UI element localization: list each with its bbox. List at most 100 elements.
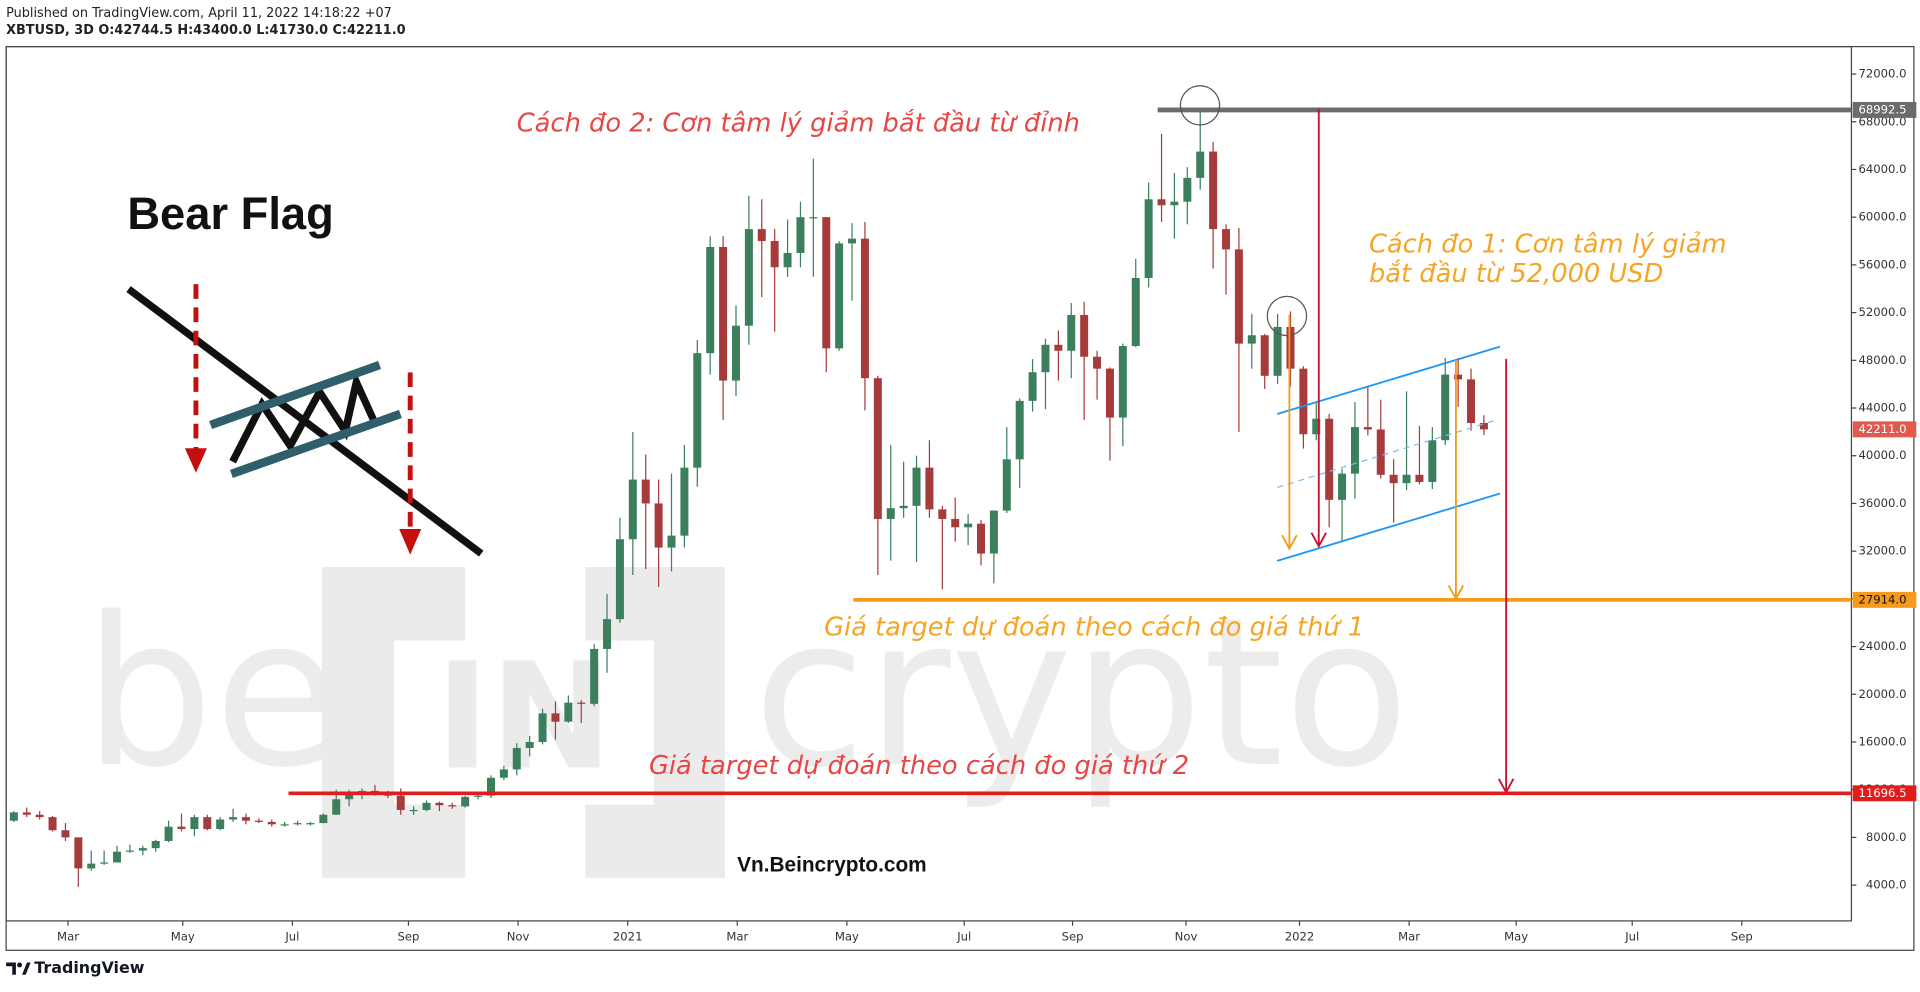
candle-body <box>860 238 869 379</box>
footer-logo: TradingView <box>6 958 145 977</box>
candle-body <box>1118 345 1127 418</box>
candle-body <box>422 802 431 810</box>
x-tick-label: May <box>1504 929 1528 943</box>
candle-body <box>938 509 947 519</box>
candle-body <box>435 802 444 806</box>
y-tick-label: 16000.0 <box>1858 734 1906 748</box>
y-tick-label: 20000.0 <box>1858 687 1906 701</box>
candle-body <box>1054 344 1063 351</box>
x-tick-label: May <box>171 929 195 943</box>
channel-line <box>1276 345 1501 415</box>
y-tick-label: 60000.0 <box>1858 210 1906 224</box>
candle-body <box>461 796 470 807</box>
candle-body <box>783 252 792 268</box>
watermark: be IN crypto <box>83 567 1410 879</box>
price-line-box <box>1852 785 1917 802</box>
arrow-head <box>184 448 207 473</box>
x-tick-label: 2021 <box>613 929 643 943</box>
candle-body <box>1209 151 1218 230</box>
price-line-label: 27914.0 <box>1858 592 1906 606</box>
candle-body <box>1389 474 1398 484</box>
candle-body <box>138 848 147 851</box>
candle-body <box>1363 427 1372 430</box>
candle-body <box>706 246 715 354</box>
candle-body <box>486 777 495 796</box>
candle-body <box>848 238 857 244</box>
x-tick-label: Sep <box>1731 929 1753 943</box>
candle-body <box>1028 372 1037 401</box>
arrow-head <box>399 529 422 555</box>
y-tick-label: 40000.0 <box>1858 448 1906 462</box>
candle-body <box>693 353 702 468</box>
candle-body <box>757 229 766 242</box>
candle-body <box>1312 418 1321 435</box>
candle-body <box>1273 326 1282 376</box>
candle-body <box>448 805 457 807</box>
x-tick-label: May <box>835 929 859 943</box>
candle-body <box>48 817 57 831</box>
price-line-label: 68992.5 <box>1858 102 1906 116</box>
x-tick-label: Jul <box>284 929 299 943</box>
candle-body <box>1454 374 1463 380</box>
candle-body <box>1247 335 1256 344</box>
candle-body <box>1338 473 1347 500</box>
candle-body <box>499 769 508 778</box>
candle-body <box>74 837 83 869</box>
candle-body <box>61 830 70 838</box>
candle-body <box>1286 326 1295 369</box>
outer-frame <box>5 46 1915 951</box>
candle-body <box>822 217 831 349</box>
price-line-label: 11696.5 <box>1858 786 1906 800</box>
candle-body <box>1067 314 1076 351</box>
drawings <box>1179 85 1515 795</box>
candle-body <box>512 747 521 770</box>
x-tick-label: Sep <box>397 929 419 943</box>
annotation: Cách đo 2: Cơn tâm lý giảm bắt đầu từ đỉ… <box>517 107 1080 138</box>
candle-body <box>1144 199 1153 279</box>
x-tick-label: Nov <box>507 929 530 943</box>
candle-body <box>719 246 728 381</box>
y-tick-label: 48000.0 <box>1858 353 1906 367</box>
candle-body <box>873 378 882 519</box>
flag-bound <box>209 360 382 430</box>
candle-body <box>332 799 341 815</box>
candle-body <box>989 510 998 554</box>
candle-body <box>164 826 173 841</box>
candle-body <box>538 713 547 742</box>
candle-body <box>280 824 289 826</box>
candle-body <box>1479 422 1488 430</box>
x-tick-label: Mar <box>726 929 748 943</box>
candle-body <box>654 503 663 548</box>
candle-body <box>1350 427 1359 474</box>
candle-body <box>9 812 18 821</box>
candle-body <box>590 648 599 704</box>
candle-body <box>1170 201 1179 206</box>
candle-body <box>22 812 31 815</box>
candle-body <box>113 851 122 863</box>
candle-body <box>190 817 199 830</box>
candle-body <box>1299 368 1308 435</box>
x-tick-label: Jul <box>1624 929 1639 943</box>
candle-body <box>241 817 250 821</box>
candle-body <box>1196 151 1205 178</box>
candle-body <box>1441 374 1450 441</box>
candle-body <box>525 741 534 748</box>
candle-body <box>151 840 160 849</box>
candle-body <box>1105 368 1114 418</box>
candle-body <box>925 467 934 510</box>
candle-body <box>35 814 44 818</box>
candle-body <box>1260 335 1269 376</box>
watermark-right: crypto <box>753 573 1409 813</box>
last-price-label: 42211.0 <box>1858 422 1906 436</box>
candle-body <box>615 539 624 620</box>
annotation: bắt đầu từ 52,000 USD <box>1369 258 1663 289</box>
watermark-bracket <box>322 567 466 879</box>
channel-midline <box>1276 419 1497 489</box>
candle-body <box>977 523 985 554</box>
candle-body <box>125 850 134 852</box>
symbol-line: XBTUSD, 3D O:42744.5 H:43400.0 L:41730.0… <box>6 23 406 38</box>
footer-brand: TradingView <box>34 958 144 977</box>
channel-line <box>1276 492 1501 562</box>
